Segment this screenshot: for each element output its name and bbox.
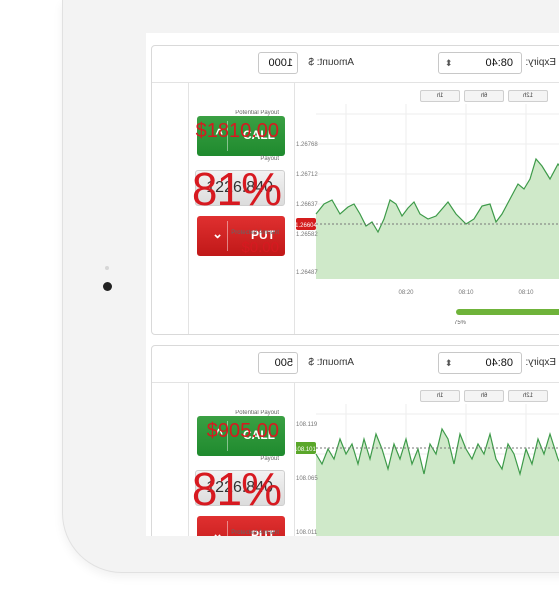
price-chart: 108.101 108.119 108.065 108.011 [296, 404, 559, 536]
y-tick: 1.26582 [296, 232, 318, 238]
sensor-dot [105, 266, 109, 270]
y-tick: 108.065 [296, 476, 318, 482]
potential-payout-label: Potential Payout [235, 110, 279, 116]
amount-input[interactable]: 1000 [258, 52, 298, 74]
select-arrow-icon: ⬍ [445, 358, 453, 368]
tab-1h[interactable]: 1h [420, 90, 460, 102]
protected-amount-value: $0.00 [241, 239, 279, 256]
expiry-value: 08:40 [485, 57, 513, 69]
amount-label: Amount: $ [308, 57, 354, 68]
mirrored-trading-view: Expiry: 08:40 ⬍ Amount: $ 1000 12h 6h 1h [146, 33, 559, 536]
payout-column: Potential Payout $1810.00 Payout 81% Pro… [189, 82, 289, 332]
amount-input[interactable]: 500 [258, 352, 298, 374]
price-marker [296, 442, 316, 454]
y-tick: 1.26637 [296, 202, 318, 208]
divider [294, 382, 295, 536]
potential-payout-label: Potential Payout [235, 410, 279, 416]
payout-column: Potential Payout $905.00 Payout 81% Prot… [189, 382, 289, 536]
trade-toolbar: Expiry: 08:40 ⬍ Amount: $ 1000 [152, 46, 559, 83]
trade-panel-2: Expiry: 08:40 ⬍ Amount: $ 500 12h 6h 1h [151, 345, 559, 536]
y-tick: 108.119 [296, 422, 318, 428]
price-chart: 1.26604 1.26768 1.26712 1.26637 1.26582 … [296, 104, 559, 296]
payout-percent: 81% [191, 163, 281, 215]
expiry-value: 08:40 [485, 357, 513, 369]
progress-label: 75% [453, 320, 466, 326]
tab-12h[interactable]: 12h [508, 90, 548, 102]
divider [294, 82, 295, 334]
x-tick: 08:10 [518, 290, 534, 296]
camera-icon [103, 282, 112, 291]
tab-6h[interactable]: 6h [464, 90, 504, 102]
potential-payout-value: $905.00 [206, 420, 279, 442]
expiry-select[interactable]: 08:40 ⬍ [438, 352, 522, 374]
x-tick: 08:20 [398, 290, 414, 296]
tab-12h[interactable]: 12h [508, 390, 548, 402]
y-tick: 108.011 [296, 530, 318, 536]
price-marker-value: 1.26604 [296, 223, 318, 229]
y-tick: 1.26768 [296, 142, 318, 148]
progress-bar [456, 309, 559, 315]
tab-1h[interactable]: 1h [420, 390, 460, 402]
expiry-label: Expiry: [525, 357, 556, 368]
y-tick: 1.26712 [296, 172, 318, 178]
tab-6h[interactable]: 6h [464, 390, 504, 402]
price-marker-value: 108.101 [296, 447, 317, 453]
select-arrow-icon: ⬍ [445, 58, 453, 68]
trade-panel-1: Expiry: 08:40 ⬍ Amount: $ 1000 12h 6h 1h [151, 45, 559, 335]
payout-percent: 81% [191, 463, 281, 515]
protected-amount-label: Protected Amount [231, 530, 279, 536]
screen: Expiry: 08:40 ⬍ Amount: $ 1000 12h 6h 1h [146, 33, 559, 536]
potential-payout-value: $1810.00 [195, 120, 279, 142]
x-tick: 08:10 [458, 290, 474, 296]
expiry-label: Expiry: [525, 57, 556, 68]
y-tick: 1.26487 [296, 270, 318, 276]
price-marker [296, 218, 316, 230]
trade-toolbar: Expiry: 08:40 ⬍ Amount: $ 500 [152, 346, 559, 383]
amount-label: Amount: $ [308, 357, 354, 368]
protected-amount-label: Protected Amount [231, 230, 279, 236]
expiry-select[interactable]: 08:40 ⬍ [438, 52, 522, 74]
